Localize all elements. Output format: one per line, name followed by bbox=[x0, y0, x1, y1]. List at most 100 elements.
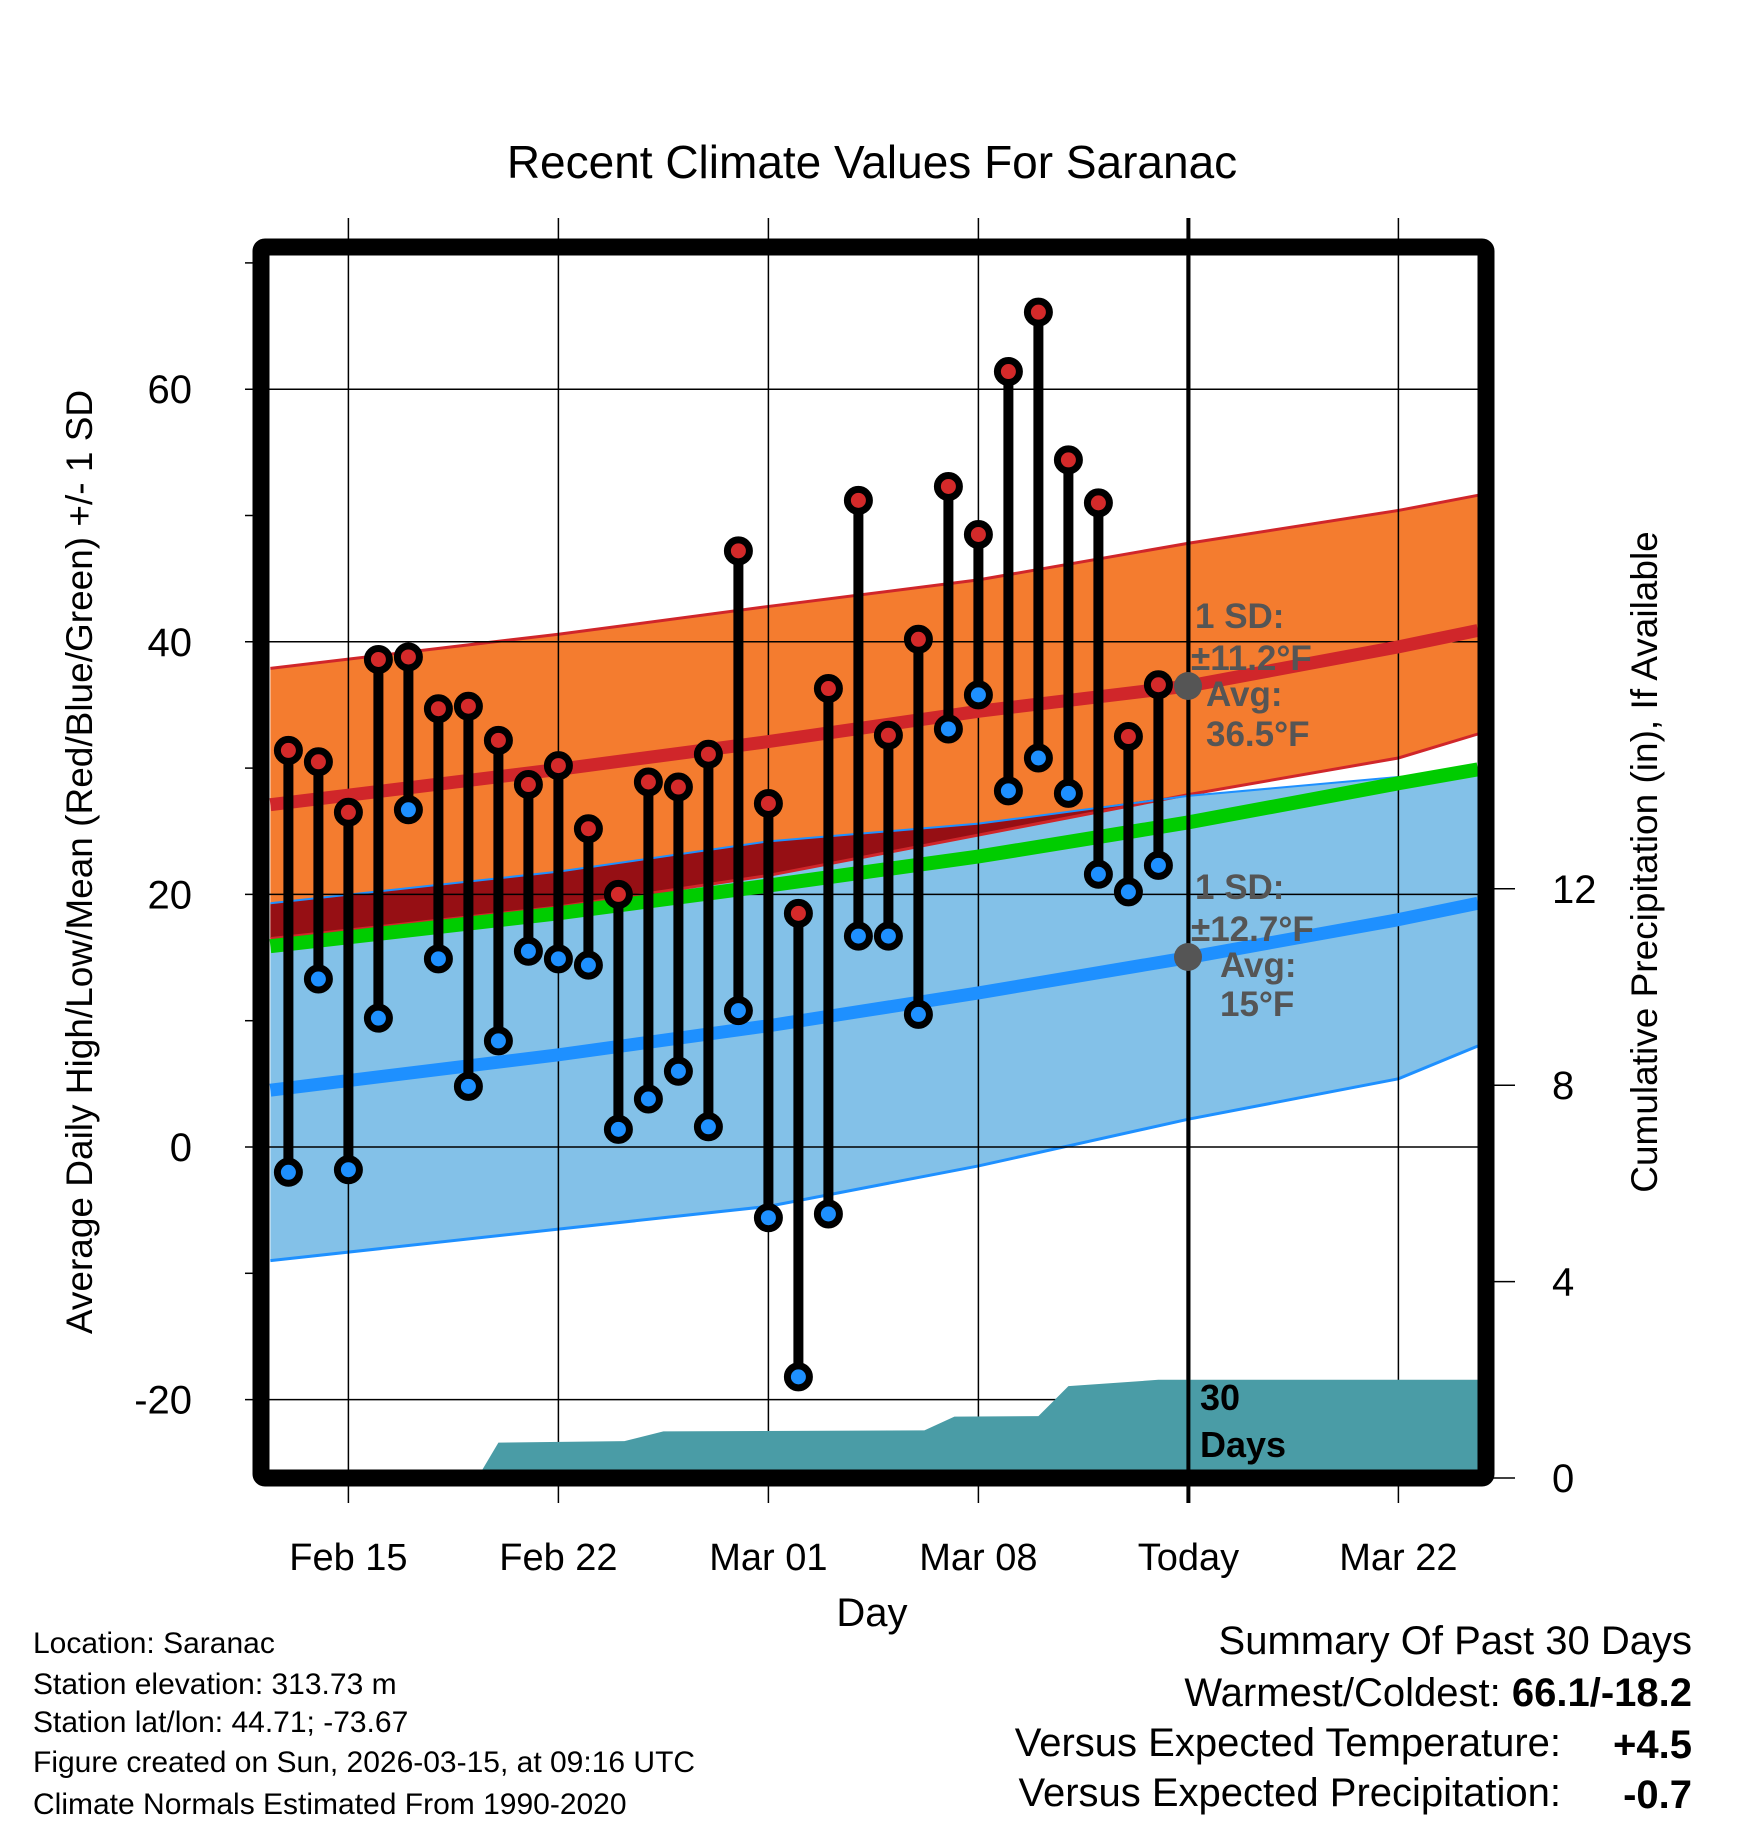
y-tick-label: 0 bbox=[170, 1126, 192, 1170]
low-avg-value: 15°F bbox=[1220, 985, 1294, 1024]
daily-low-point bbox=[543, 944, 573, 974]
chart-title: Recent Climate Values For Saranac bbox=[507, 136, 1237, 188]
y-right-tick-label: 8 bbox=[1552, 1064, 1574, 1108]
daily-high-point bbox=[693, 739, 723, 769]
daily-high-point bbox=[1083, 488, 1113, 518]
high-sd-label: 1 SD: bbox=[1195, 597, 1284, 636]
daily-low-point bbox=[753, 1203, 783, 1233]
daily-low-point bbox=[333, 1155, 363, 1185]
daily-low-point bbox=[633, 1084, 663, 1114]
daily-high-point bbox=[543, 751, 573, 781]
daily-low-point bbox=[933, 714, 963, 744]
daily-high-point bbox=[963, 519, 993, 549]
daily-high-point bbox=[633, 767, 663, 797]
info-elevation: Station elevation: 313.73 m bbox=[33, 1668, 397, 1701]
daily-high-point bbox=[993, 357, 1023, 387]
daily-high-point bbox=[723, 536, 753, 566]
precip-days-line2: Days bbox=[1200, 1424, 1286, 1465]
daily-high-point bbox=[783, 898, 813, 928]
low-sd-value: ±12.7°F bbox=[1191, 910, 1314, 949]
y-right-tick-label: 4 bbox=[1552, 1261, 1574, 1305]
x-tick-label: Mar 01 bbox=[709, 1537, 827, 1579]
precip-days-line1: 30 bbox=[1200, 1377, 1240, 1418]
daily-high-point bbox=[273, 735, 303, 765]
low-mean-line bbox=[269, 896, 1480, 1097]
daily-low-point bbox=[813, 1199, 843, 1229]
daily-high-point bbox=[453, 691, 483, 721]
temp-value: +4.5 bbox=[1613, 1723, 1692, 1767]
daily-high-point bbox=[1143, 670, 1173, 700]
daily-high-point bbox=[933, 471, 963, 501]
precip-label: Versus Expected Precipitation: bbox=[1018, 1771, 1561, 1815]
daily-low-point bbox=[1143, 850, 1173, 880]
daily-high-point bbox=[753, 788, 783, 818]
daily-low-point bbox=[483, 1026, 513, 1056]
daily-high-point bbox=[903, 624, 933, 654]
info-normals: Climate Normals Estimated From 1990-2020 bbox=[33, 1788, 627, 1821]
high-annotation: 1 SD: ±11.2°F Avg: 36.5°F bbox=[1174, 597, 1312, 754]
high-sd-band bbox=[270, 495, 1478, 939]
daily-low-point bbox=[573, 950, 603, 980]
daily-low-point bbox=[873, 921, 903, 951]
y-right-tick-label: 0 bbox=[1552, 1457, 1574, 1501]
low-avg-label: Avg: bbox=[1220, 946, 1296, 985]
station-info: Location: Saranac Station elevation: 313… bbox=[33, 1627, 695, 1821]
daily-high-point bbox=[1113, 722, 1143, 752]
daily-stems bbox=[273, 297, 1173, 1392]
y-tick-label: 60 bbox=[148, 368, 193, 412]
daily-low-point bbox=[903, 999, 933, 1029]
daily-low-point bbox=[783, 1362, 813, 1392]
precip-value: -0.7 bbox=[1623, 1773, 1692, 1817]
high-avg-marker bbox=[1174, 672, 1202, 700]
info-location: Location: Saranac bbox=[33, 1627, 275, 1660]
daily-low-point bbox=[693, 1112, 723, 1142]
daily-high-point bbox=[303, 747, 333, 777]
daily-high-point bbox=[1053, 445, 1083, 475]
daily-high-point bbox=[513, 770, 543, 800]
daily-low-point bbox=[1023, 743, 1053, 773]
summary-title: Summary Of Past 30 Days bbox=[1219, 1619, 1692, 1663]
daily-high-point bbox=[813, 674, 843, 704]
y-axis-right-label: Cumulative Precipitation (in), If Availa… bbox=[1624, 531, 1665, 1193]
daily-low-point bbox=[273, 1157, 303, 1187]
daily-low-point bbox=[513, 936, 543, 966]
daily-low-point bbox=[993, 776, 1023, 806]
daily-high-point bbox=[873, 720, 903, 750]
daily-high-point bbox=[363, 644, 393, 674]
daily-low-point bbox=[843, 921, 873, 951]
daily-low-point bbox=[963, 680, 993, 710]
daily-high-point bbox=[393, 642, 423, 672]
overlap-band bbox=[270, 733, 1478, 939]
x-tick-label: Feb 22 bbox=[499, 1537, 617, 1579]
daily-low-point bbox=[1113, 877, 1143, 907]
y-right-tick-label: 12 bbox=[1552, 868, 1597, 912]
precip-area bbox=[270, 1379, 1478, 1478]
info-latlon: Station lat/lon: 44.71; -73.67 bbox=[33, 1706, 408, 1739]
x-tick-label: Feb 15 bbox=[289, 1537, 407, 1579]
warm-cold-value: 66.1/-18.2 bbox=[1512, 1671, 1692, 1715]
y-tick-label: 20 bbox=[148, 873, 193, 917]
daily-low-point bbox=[363, 1003, 393, 1033]
high-avg-value: 36.5°F bbox=[1206, 715, 1310, 754]
daily-low-point bbox=[1083, 859, 1113, 889]
daily-low-point bbox=[423, 944, 453, 974]
info-created: Figure created on Sun, 2026-03-15, at 09… bbox=[33, 1746, 695, 1779]
daily-high-point bbox=[483, 725, 513, 755]
warm-cold-label: Warmest/Coldest: bbox=[1184, 1671, 1511, 1715]
y-tick-label: 40 bbox=[148, 621, 193, 665]
x-tick-label: Mar 22 bbox=[1339, 1537, 1457, 1579]
daily-low-point bbox=[723, 996, 753, 1026]
daily-low-point bbox=[453, 1071, 483, 1101]
gridlines: Feb 15 Feb 22 Mar 01 Mar 08 Today Mar 22 -20 0 2… bbox=[134, 218, 1597, 1579]
daily-high-point bbox=[1023, 297, 1053, 327]
daily-low-point bbox=[663, 1056, 693, 1086]
low-annotation: 1 SD: ±12.7°F Avg: 15°F bbox=[1174, 868, 1314, 1024]
daily-high-point bbox=[843, 485, 873, 515]
y-axis-label: Average Daily High/Low/Mean (Red/Blue/Gr… bbox=[59, 390, 100, 1334]
high-avg-label: Avg: bbox=[1206, 675, 1282, 714]
x-tick-label: Today bbox=[1138, 1537, 1239, 1579]
summary: Summary Of Past 30 Days Warmest/Coldest:… bbox=[1015, 1619, 1692, 1817]
daily-high-point bbox=[663, 772, 693, 802]
daily-low-point bbox=[303, 964, 333, 994]
